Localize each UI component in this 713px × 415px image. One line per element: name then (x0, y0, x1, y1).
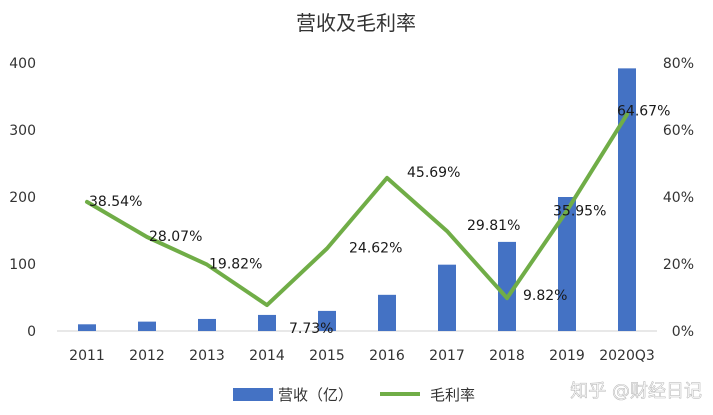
data-label: 7.73% (289, 321, 333, 337)
legend-line-label: 毛利率 (430, 386, 475, 404)
y-tick-label: 400 (9, 56, 36, 72)
bar (198, 318, 216, 331)
legend-bar-swatch (233, 388, 273, 401)
line-series (85, 112, 629, 308)
data-labels: 38.54% 28.07% 19.82% 7.73% 24.62% 45.69% 29.81… (89, 103, 670, 337)
x-tick-label: 2011 (69, 348, 105, 364)
data-label: 24.62% (349, 241, 402, 257)
chart-title: 营收及毛利率 (296, 11, 416, 35)
gross-margin-line (85, 112, 629, 308)
data-label: 64.67% (617, 103, 670, 119)
bar (78, 324, 96, 331)
data-label: 19.82% (209, 257, 262, 273)
y-tick-label: 200 (9, 190, 36, 206)
bar (618, 68, 636, 332)
x-tick-label: 2020Q3 (599, 348, 655, 364)
data-label: 45.69% (407, 165, 460, 181)
x-tick-label: 2017 (429, 348, 465, 364)
bar (378, 294, 396, 331)
bar-series (78, 68, 636, 332)
x-tick-label: 2019 (549, 348, 585, 364)
y-tick-label: 100 (9, 257, 36, 273)
y-tick-label: 300 (9, 123, 36, 139)
legend-bar-label: 营收（亿） (278, 386, 353, 404)
x-tick-label: 2014 (249, 348, 285, 364)
y2-tick-label: 0% (672, 324, 694, 340)
data-label: 38.54% (89, 194, 142, 210)
x-tick-label: 2015 (309, 348, 345, 364)
y2-tick-label: 60% (663, 123, 694, 139)
data-label: 29.81% (467, 218, 520, 234)
y-tick-label: 0 (27, 324, 36, 340)
data-label: 28.07% (149, 229, 202, 245)
y2-tick-label: 20% (663, 257, 694, 273)
bar (498, 241, 516, 331)
x-tick-label: 2018 (489, 348, 525, 364)
data-label: 35.95% (553, 204, 606, 220)
legend: 营收（亿） 毛利率 (233, 386, 475, 404)
axes: 0 100 200 300 400 0% 20% 40% 60% 80% 2011 2012 2013 2… (9, 56, 694, 364)
bar (438, 264, 456, 331)
y2-tick-label: 40% (663, 190, 694, 206)
y2-tick-label: 80% (663, 56, 694, 72)
bar (558, 197, 576, 331)
x-tick-label: 2013 (189, 348, 225, 364)
x-tick-label: 2012 (129, 348, 165, 364)
x-tick-label: 2016 (369, 348, 405, 364)
bar (318, 310, 336, 331)
bar (138, 321, 156, 331)
bar (258, 314, 276, 331)
data-label: 9.82% (523, 288, 567, 304)
watermark: 知乎 @财经日记 (570, 381, 702, 402)
